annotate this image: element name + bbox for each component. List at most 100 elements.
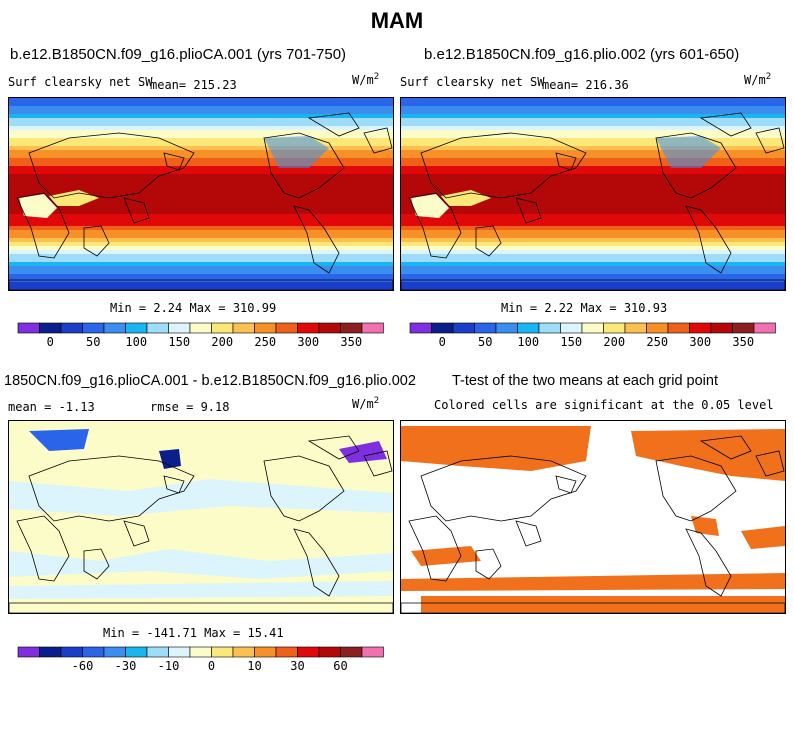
map-band — [401, 274, 785, 279]
map-band — [401, 270, 785, 275]
panel3-rmse-label: rmse = 9.18 — [150, 400, 230, 414]
colorbar-swatch — [710, 322, 733, 334]
colorbar-tick-label: 100 — [517, 335, 539, 349]
colorbar-swatch — [318, 322, 341, 334]
coastlines — [9, 112, 393, 290]
map-band — [401, 178, 785, 183]
map-band — [9, 234, 393, 239]
map-band — [401, 146, 785, 151]
map-band — [9, 214, 393, 219]
map-band — [9, 210, 393, 215]
map-band — [401, 286, 785, 290]
map-band — [401, 234, 785, 239]
map-band — [9, 130, 393, 135]
negative-region — [9, 479, 393, 516]
strong-negative-region — [159, 449, 181, 469]
colorbar-swatch — [297, 646, 320, 658]
colorbar-tick-label: 30 — [290, 659, 304, 673]
colorbar-swatch — [340, 646, 363, 658]
map-band — [9, 110, 393, 115]
colorbar-swatch — [125, 322, 148, 334]
colorbar-swatch — [603, 322, 626, 334]
colorbar-swatch — [318, 646, 341, 658]
map-band — [401, 162, 785, 167]
map-band — [9, 254, 393, 259]
map-band — [9, 270, 393, 275]
colorbar-swatch — [275, 646, 298, 658]
colorbar-tick-label: 250 — [646, 335, 668, 349]
colorbar-swatch — [689, 322, 712, 334]
colorbar-swatch — [452, 322, 475, 334]
map-band — [9, 194, 393, 199]
colorbar-swatch — [646, 322, 669, 334]
colorbar-swatch — [254, 322, 277, 334]
panel2-case-title: b.e12.B1850CN.f09_g16.plio.002 (yrs 601-… — [424, 46, 740, 63]
map-band — [401, 98, 785, 103]
colorbar-swatch — [189, 322, 212, 334]
map-band — [401, 214, 785, 219]
negative-region — [9, 581, 393, 599]
map-band — [401, 106, 785, 111]
panel1-case-title: b.e12.B1850CN.f09_g16.plioCA.001 (yrs 70… — [10, 46, 347, 63]
map-band — [9, 178, 393, 183]
map-band — [401, 126, 785, 131]
colorbar-swatch — [431, 322, 454, 334]
panel2-units: W/m2 — [744, 72, 772, 87]
map-band — [9, 126, 393, 131]
panel3-min-max: Min = -141.71 Max = 15.41 — [103, 626, 284, 640]
map-band — [9, 198, 393, 203]
map-band — [9, 222, 393, 227]
map-band — [401, 222, 785, 227]
map-band — [401, 150, 785, 155]
colorbar-tick-label: 350 — [732, 335, 754, 349]
colorbar-swatch — [146, 322, 169, 334]
colorbar-tick-label: 150 — [168, 335, 190, 349]
map-band — [401, 166, 785, 171]
panel4-subtitle: Colored cells are significant at the 0.0… — [434, 398, 774, 412]
map-band — [401, 194, 785, 199]
colorbar-swatch — [82, 646, 105, 658]
colorbar-swatch — [624, 322, 647, 334]
panel1-map — [8, 97, 394, 291]
colorbar-tick-label: 150 — [560, 335, 582, 349]
map-band — [9, 170, 393, 175]
map-band — [401, 114, 785, 119]
map-band — [9, 162, 393, 167]
panel2-min-max: Min = 2.22 Max = 310.93 — [501, 301, 668, 315]
panel1-min-max: Min = 2.24 Max = 310.99 — [110, 301, 277, 315]
coastlines — [9, 435, 393, 613]
map-band — [401, 118, 785, 123]
map-band — [9, 118, 393, 123]
map-band — [401, 102, 785, 107]
map-band — [401, 250, 785, 255]
strong-negative-region — [29, 429, 89, 451]
colorbar-swatch — [297, 322, 320, 334]
colorbar-swatch — [254, 646, 277, 658]
colorbar-tick-label: -10 — [158, 659, 180, 673]
colorbar-swatch — [168, 646, 191, 658]
map-band — [9, 274, 393, 279]
map-band — [401, 130, 785, 135]
colorbar-swatch — [60, 322, 83, 334]
panel1-colorbar: 0 50 100 150 200 250 300 350 — [17, 322, 384, 349]
colorbar-swatch — [581, 322, 604, 334]
colorbar-tick-label: 200 — [603, 335, 625, 349]
figure-title: MAM — [370, 8, 424, 33]
colorbar-swatch — [232, 646, 255, 658]
map-band — [9, 138, 393, 143]
panel2-mean-label: mean= 216.36 — [542, 78, 629, 92]
panel3-units: W/m2 — [352, 396, 380, 411]
map-band — [401, 134, 785, 139]
map-band — [401, 170, 785, 175]
map-band — [401, 142, 785, 147]
colorbar-swatch — [60, 646, 83, 658]
colorbar-swatch — [517, 322, 540, 334]
map-band — [9, 186, 393, 191]
colorbar-swatch — [103, 322, 126, 334]
significant-region — [411, 546, 481, 566]
colorbar-tick-label: 50 — [478, 335, 492, 349]
map-band — [401, 154, 785, 159]
significant-region — [421, 596, 785, 613]
colorbar-swatch — [211, 322, 234, 334]
map-band — [401, 206, 785, 211]
